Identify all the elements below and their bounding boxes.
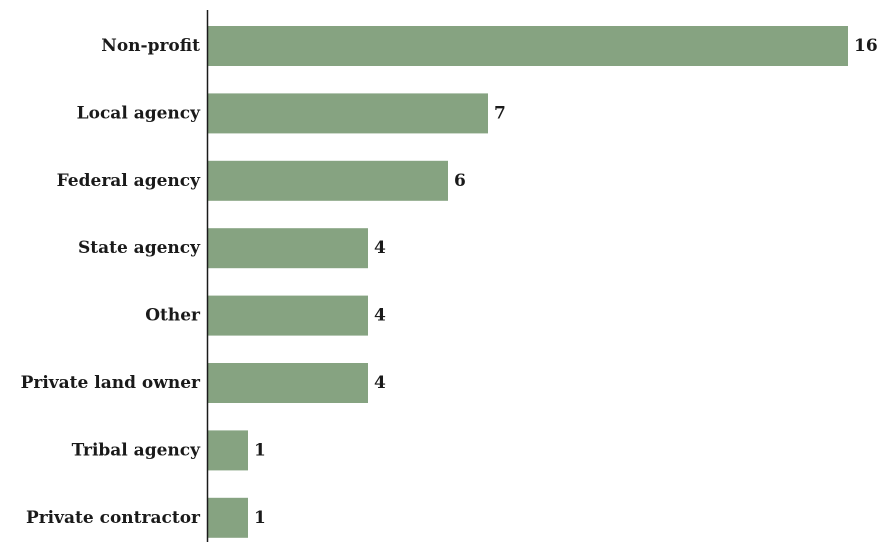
category-label-federal-agency: Federal agency (57, 171, 201, 191)
value-label-federal-agency: 6 (454, 171, 466, 191)
bar-non-profit (208, 26, 848, 66)
category-label-other: Other (145, 306, 201, 326)
bars-layer (208, 26, 848, 538)
value-labels: 16 7 6 4 4 4 1 1 (254, 36, 877, 528)
value-label-tribal-agency: 1 (254, 440, 266, 460)
category-label-private-land-owner: Private land owner (21, 373, 201, 393)
category-label-private-contractor: Private contractor (26, 508, 201, 528)
value-label-other: 4 (374, 306, 386, 326)
category-labels: Non-profit Local agency Federal agency Stat… (21, 36, 202, 528)
bar-tribal-agency (208, 430, 248, 471)
category-label-non-profit: Non-profit (101, 36, 200, 56)
bar-state-agency (208, 228, 368, 269)
bar-local-agency (208, 93, 488, 134)
category-label-tribal-agency: Tribal agency (72, 440, 202, 460)
bar-federal-agency (208, 160, 448, 201)
bar-other (208, 295, 368, 336)
value-label-private-land-owner: 4 (374, 373, 386, 393)
value-label-private-contractor: 1 (254, 508, 266, 528)
bar-private-land-owner (208, 363, 368, 403)
bar-private-contractor (208, 497, 248, 538)
value-label-non-profit: 16 (854, 36, 877, 56)
value-label-local-agency: 7 (494, 103, 506, 123)
category-label-local-agency: Local agency (77, 103, 201, 123)
value-label-state-agency: 4 (374, 238, 386, 258)
category-label-state-agency: State agency (78, 238, 201, 258)
